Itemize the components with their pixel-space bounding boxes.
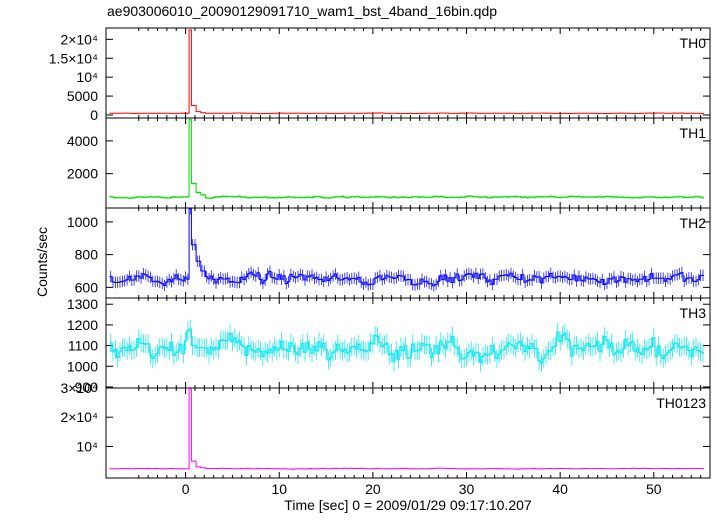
panel-th3: 900 1000 1100 1200 1300 TH3 bbox=[67, 296, 711, 395]
x-axis-label: Time [sec] 0 = 2009/01/29 09:17:10.207 bbox=[284, 497, 532, 513]
chart-panels: 0 5000 10⁴ 1.5×10⁴ 2×10⁴ TH0 2000 4000 TH1 600 800… bbox=[49, 27, 711, 497]
panel-label-th1: TH1 bbox=[680, 125, 707, 141]
panel-th0: 0 5000 10⁴ 1.5×10⁴ 2×10⁴ TH0 bbox=[49, 27, 711, 123]
y-axis-label: Counts/sec bbox=[34, 227, 50, 297]
y-tick-label: 5000 bbox=[67, 88, 98, 104]
y-tick-label: 1.5×10⁴ bbox=[49, 50, 98, 66]
series-line-th0 bbox=[109, 29, 705, 115]
y-tick-label: 1000 bbox=[67, 358, 98, 374]
series-line-th0123 bbox=[109, 388, 705, 470]
x-tick-label: 10 bbox=[271, 481, 287, 497]
y-tick-label: 3×10⁴ bbox=[60, 380, 98, 396]
panel-label-th3: TH3 bbox=[680, 305, 707, 321]
error-bars bbox=[110, 208, 704, 292]
series-line-th3 bbox=[109, 328, 705, 364]
error-bars bbox=[110, 29, 704, 114]
x-tick-label: 30 bbox=[459, 481, 475, 497]
y-tick-label: 1100 bbox=[68, 338, 98, 354]
chart-title: ae903006010_20090129091710_wam1_bst_4ban… bbox=[107, 3, 497, 19]
y-tick-label: 4000 bbox=[67, 133, 98, 149]
x-tick-label: 20 bbox=[365, 481, 381, 497]
y-tick-label: 2000 bbox=[67, 166, 98, 182]
panel-frame bbox=[105, 387, 711, 479]
y-tick-label: 600 bbox=[75, 279, 99, 295]
error-bars bbox=[110, 388, 704, 470]
x-tick-label: 0 bbox=[182, 481, 190, 497]
y-tick-label: 2×10⁴ bbox=[60, 409, 98, 425]
y-tick-label: 900 bbox=[75, 379, 99, 395]
y-tick-label: 1000 bbox=[67, 214, 98, 230]
y-tick-label: 10⁴ bbox=[76, 69, 98, 85]
panel-label-th0: TH0 bbox=[680, 35, 707, 51]
y-tick-label: 800 bbox=[75, 247, 99, 263]
x-tick-label: 50 bbox=[646, 481, 662, 497]
panel-th2: 600 800 1000 TH2 bbox=[67, 207, 711, 299]
y-tick-label: 10⁴ bbox=[76, 438, 98, 454]
x-tick-label: 40 bbox=[552, 481, 568, 497]
series-line-th1 bbox=[109, 119, 705, 199]
panel-th0123: 10⁴ 2×10⁴ 3×10⁴ TH0123 bbox=[60, 380, 711, 479]
y-tick-label: 2×10⁴ bbox=[60, 31, 98, 47]
series-line-th2 bbox=[109, 208, 705, 287]
panel-th1: 2000 4000 TH1 bbox=[67, 117, 711, 209]
panel-frame bbox=[105, 27, 711, 119]
y-tick-label: 1300 bbox=[67, 296, 98, 312]
y-tick-label: 1200 bbox=[67, 317, 98, 333]
y-tick-label: 0 bbox=[90, 107, 98, 123]
panel-label-th0123: TH0123 bbox=[656, 395, 706, 411]
error-bars bbox=[110, 118, 704, 200]
panel-frame bbox=[105, 117, 711, 209]
panel-frame bbox=[105, 297, 711, 389]
panel-label-th2: TH2 bbox=[680, 215, 707, 231]
